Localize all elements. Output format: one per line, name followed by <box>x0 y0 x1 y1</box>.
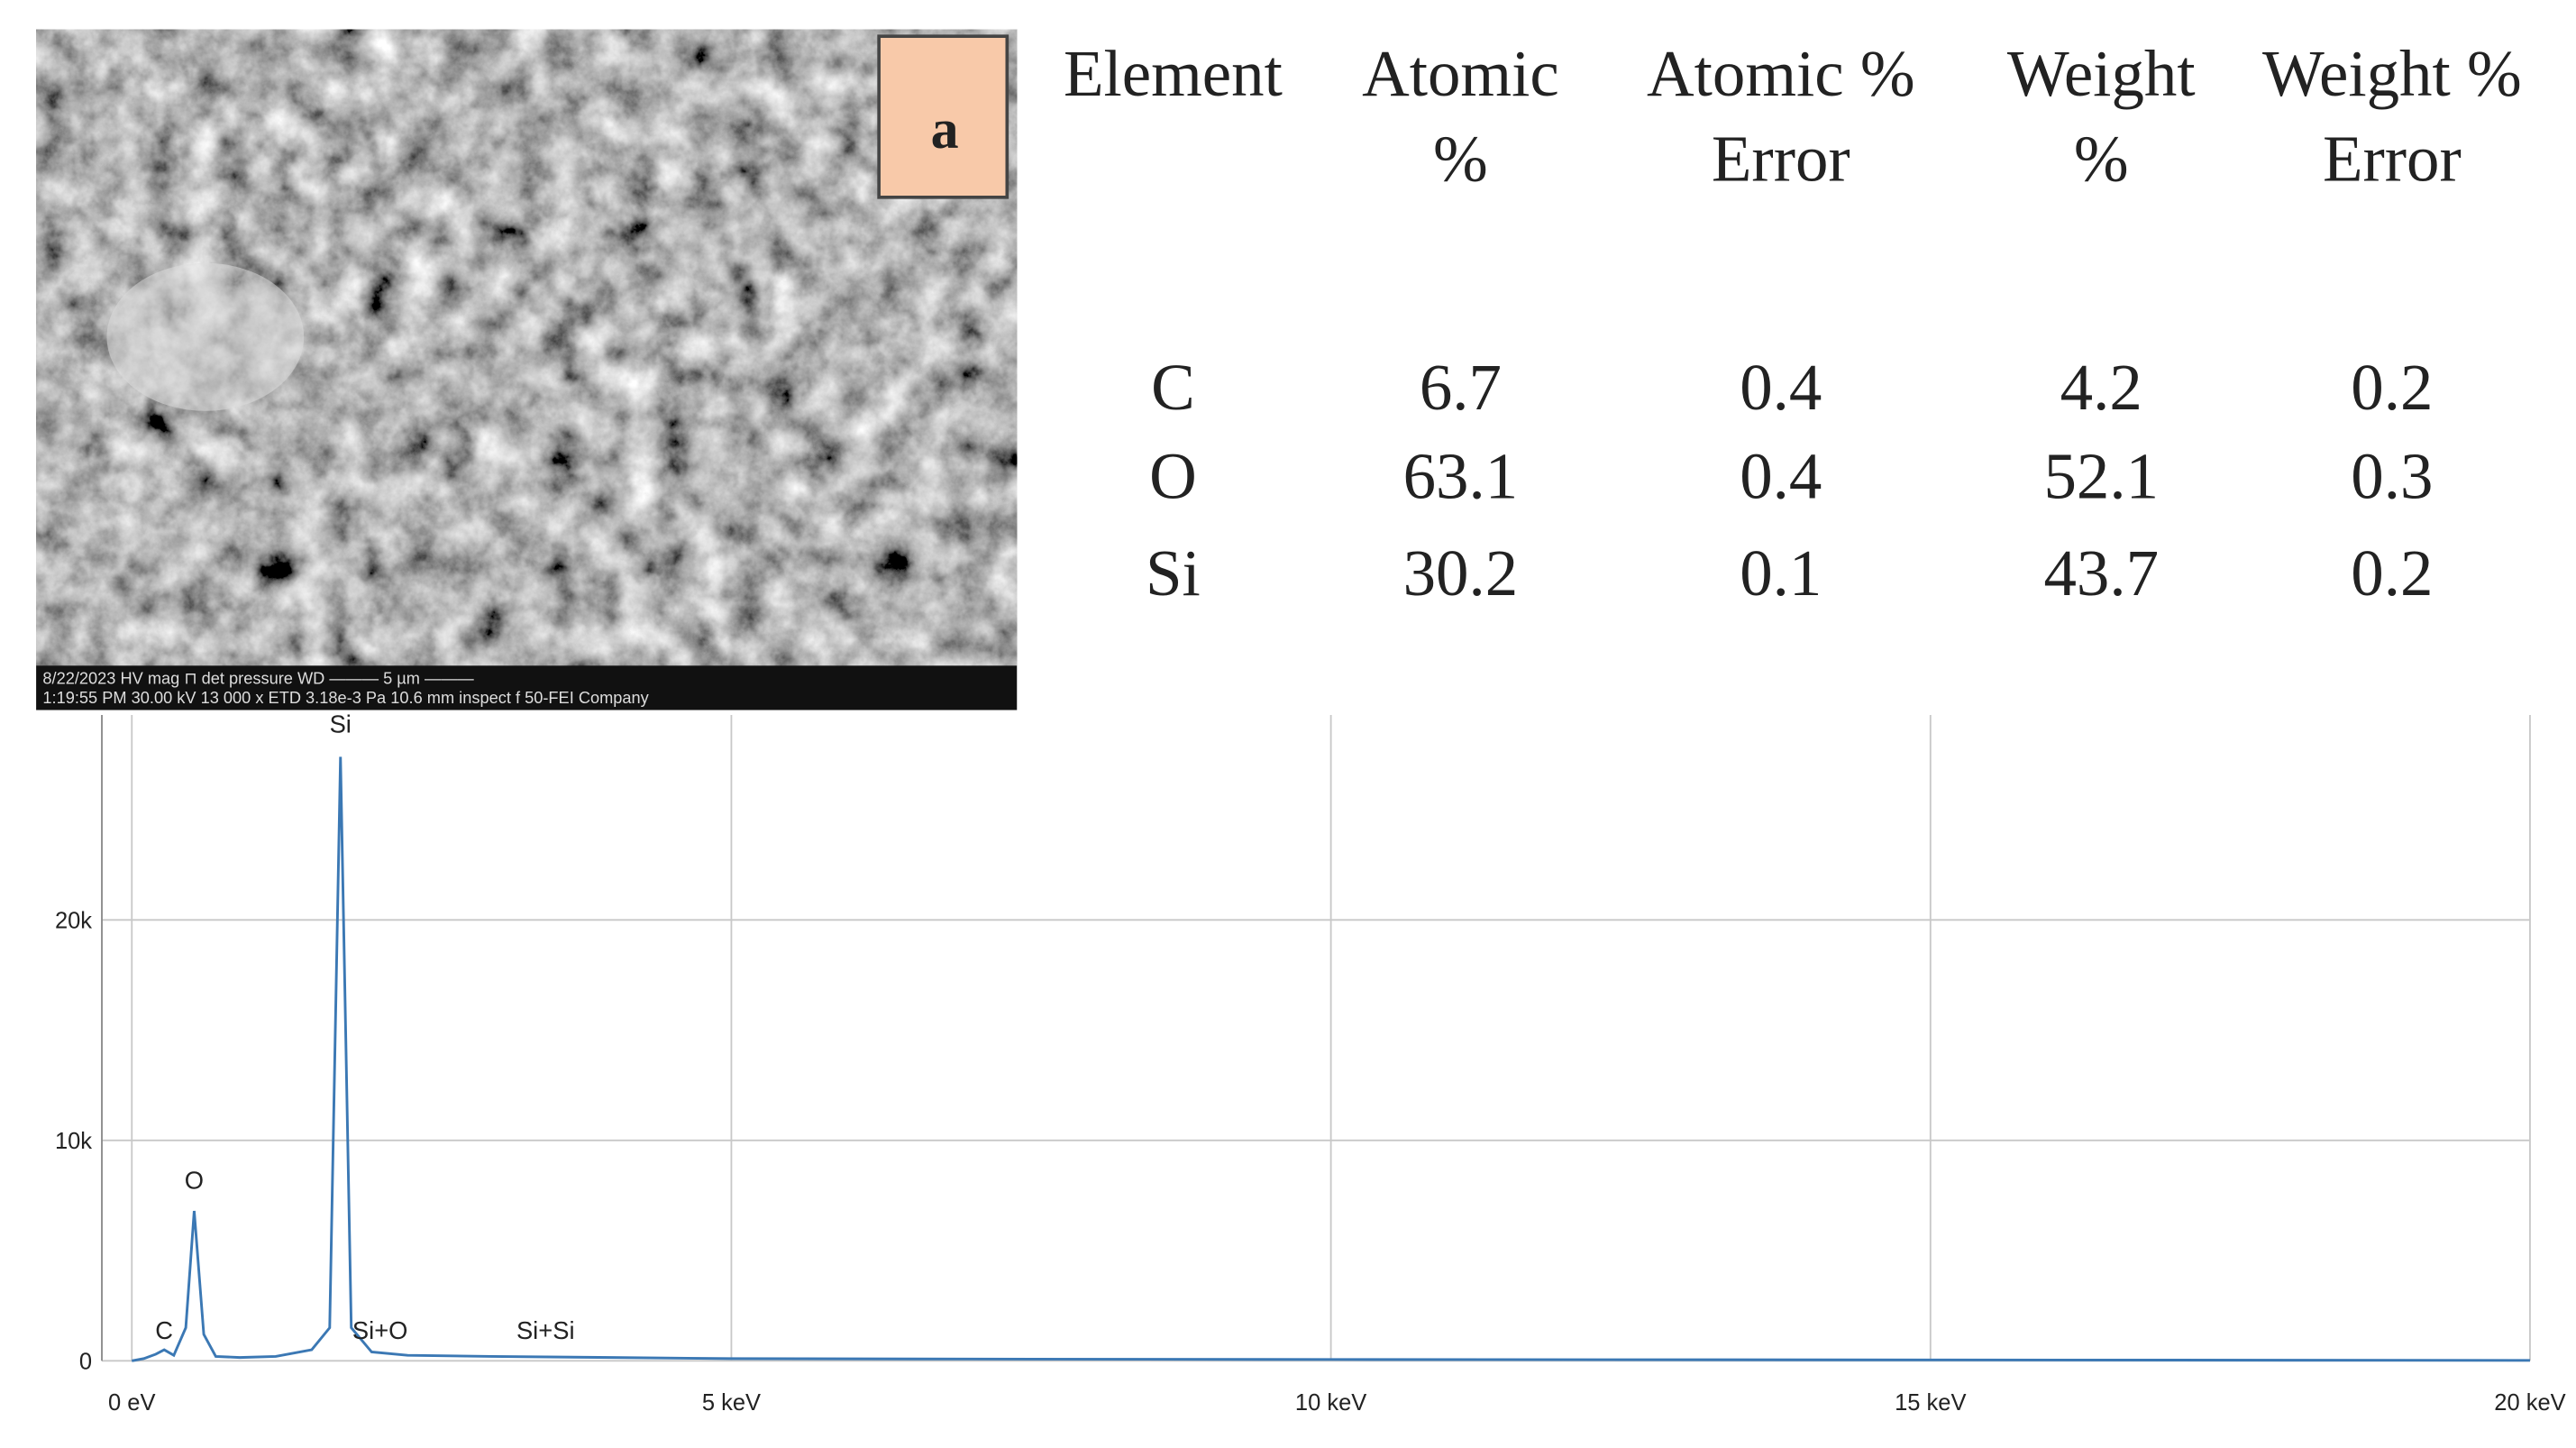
table-header: Atomic % <box>1647 37 1915 110</box>
table-header: % <box>1433 123 1488 196</box>
spectrum-line <box>132 756 2530 1362</box>
table-cell: 43.7 <box>2043 536 2159 609</box>
table-header: Weight % <box>2262 37 2522 110</box>
table-cell: 0.2 <box>2351 351 2433 424</box>
y-tick-label: 20k <box>55 908 92 933</box>
x-tick-label: 20 keV <box>2494 1390 2565 1416</box>
peak-label: Si+O <box>352 1316 408 1344</box>
table-header: Element <box>1064 37 1283 110</box>
sem-info: 1:19:55 PM 30.00 kV 13 000 x ETD 3.18e-3… <box>42 689 649 707</box>
panel-label-box <box>877 34 1009 199</box>
table-cell: 0.4 <box>1740 351 1822 424</box>
peak-label: O <box>185 1167 204 1195</box>
table-cell: Si <box>1146 536 1201 609</box>
x-tick-label: 10 keV <box>1295 1390 1366 1416</box>
y-tick-label: 0 <box>79 1349 92 1374</box>
table-cell: C <box>1151 351 1195 424</box>
peak-label: C <box>155 1316 173 1344</box>
composition-table: Element Atomic% Atomic % Error Weight% Weight… <box>1064 37 2522 609</box>
sem-info-bar <box>36 665 1018 710</box>
peak-label: Si+Si <box>516 1316 575 1344</box>
sem-info: 8/22/2023 HV mag ⊓ det pressure WD ——— 5… <box>42 669 474 687</box>
table-header: Atomic <box>1362 37 1559 110</box>
sem-bright-region <box>106 262 305 411</box>
table-cell: 63.1 <box>1403 439 1519 512</box>
table-cell: 6.7 <box>1420 351 1502 424</box>
panel-label: a <box>931 99 959 160</box>
table-cell: 52.1 <box>2043 439 2159 512</box>
table-header: Weight <box>2007 37 2196 110</box>
table-cell: 30.2 <box>1403 536 1519 609</box>
table-cell: 0.3 <box>2351 439 2433 512</box>
table-header: % <box>2074 123 2129 196</box>
table-cell: O <box>1149 439 1197 512</box>
eds-spectrum: 0 eV 5 keV 10 keV 15 keV 20 keV 0 10k 20k C O Si Si… <box>55 710 2566 1416</box>
y-tick-label: 10k <box>55 1129 92 1154</box>
x-tick-label: 0 eV <box>108 1390 155 1416</box>
table-header: Error <box>2323 123 2462 196</box>
micrograph: 8/22/2023 HV mag ⊓ det pressure WD ——— 5… <box>36 29 1018 710</box>
peak-label: Si <box>330 710 352 738</box>
table-cell: 0.1 <box>1740 536 1822 609</box>
table-cell: 0.4 <box>1740 439 1822 512</box>
x-tick-label: 15 keV <box>1895 1390 1966 1416</box>
table-header: Error <box>1712 123 1850 196</box>
table-cell: 4.2 <box>2060 351 2142 424</box>
table-cell: 0.2 <box>2351 536 2433 609</box>
x-tick-label: 5 keV <box>702 1390 761 1416</box>
